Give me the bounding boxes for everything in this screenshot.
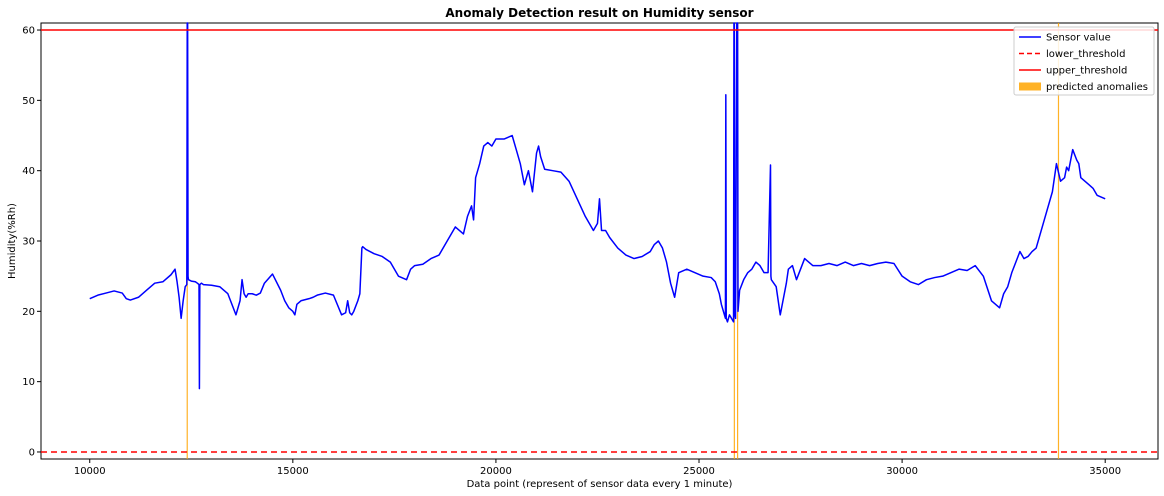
y-tick-label-4: 40 — [22, 166, 35, 177]
y-tick-label-2: 20 — [22, 307, 35, 318]
x-tick-label-3: 25000 — [683, 466, 715, 477]
y-axis-label: Humidity(%Rh) — [7, 203, 18, 279]
x-tick-label-1: 15000 — [277, 466, 309, 477]
anomaly-span-3 — [1057, 23, 1060, 459]
sensor-value-line — [89, 22, 1106, 390]
legend-label-upper-threshold: upper_threshold — [1046, 66, 1127, 77]
x-tick-label-4: 30000 — [886, 466, 918, 477]
x-tick-label-0: 10000 — [74, 466, 106, 477]
legend: Sensor value lower_threshold upper_thres… — [1013, 26, 1155, 96]
legend-label-sensor-value: Sensor value — [1046, 33, 1111, 44]
x-tick-label-5: 35000 — [1089, 466, 1121, 477]
y-tick-label-1: 10 — [22, 377, 35, 388]
chart-title: Anomaly Detection result on Humidity sen… — [445, 6, 753, 20]
x-tick-label-2: 20000 — [480, 466, 512, 477]
plot-area — [40, 22, 1159, 460]
legend-swatch-predicted-anomalies — [1019, 82, 1041, 91]
legend-label-lower-threshold: lower_threshold — [1046, 49, 1125, 60]
y-tick-label-0: 0 — [29, 447, 35, 458]
legend-box — [1013, 26, 1155, 96]
y-tick-label-6: 60 — [22, 26, 35, 37]
x-axis-label: Data point (represent of sensor data eve… — [467, 479, 733, 490]
legend-label-predicted-anomalies: predicted anomalies — [1046, 82, 1148, 93]
y-tick-label-3: 30 — [22, 237, 35, 248]
y-tick-label-5: 50 — [22, 96, 35, 107]
